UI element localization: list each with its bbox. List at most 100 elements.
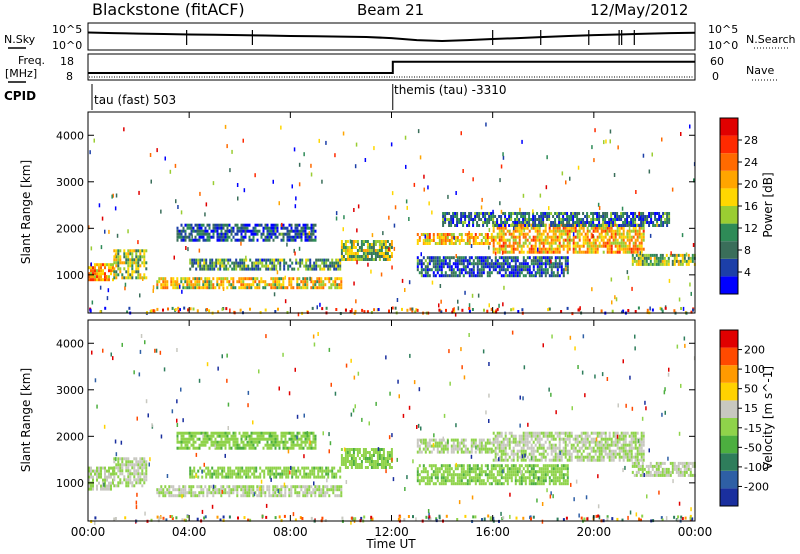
heatmap-cell <box>310 485 313 489</box>
heatmap-cell <box>201 264 204 268</box>
heatmap-cell <box>518 443 521 447</box>
heatmap-cell <box>659 259 662 263</box>
heatmap-cell <box>524 434 527 438</box>
heatmap-cell <box>217 469 220 473</box>
heatmap-cell <box>225 307 228 311</box>
heatmap-cell <box>518 434 521 438</box>
heatmap-cell <box>187 308 189 312</box>
heatmap-cell <box>602 458 605 462</box>
heatmap-cell <box>540 446 543 450</box>
heatmap-cell <box>366 457 369 460</box>
heatmap-cell <box>590 226 593 230</box>
heatmap-cell <box>188 440 191 444</box>
heatmap-cell <box>438 441 441 445</box>
heatmap-cell <box>325 258 328 262</box>
heatmap-cell <box>651 308 654 312</box>
heatmap-cell <box>498 268 501 272</box>
heatmap-cell <box>217 261 220 265</box>
heatmap-cell <box>438 274 441 278</box>
heatmap-cell <box>570 431 573 435</box>
heatmap-cell <box>452 242 455 245</box>
heatmap-cell <box>606 224 609 227</box>
heatmap-cell <box>131 472 134 476</box>
heatmap-cell <box>374 466 377 469</box>
heatmap-cell <box>262 446 265 450</box>
heatmap-cell <box>162 488 165 492</box>
heatmap-cell <box>468 239 471 242</box>
heatmap-cell <box>249 267 252 271</box>
heatmap-cell <box>352 246 355 249</box>
heatmap-cell <box>436 271 439 275</box>
heatmap-cell <box>174 280 177 284</box>
heatmap-cell <box>239 258 242 262</box>
heatmap-cell <box>540 247 543 251</box>
heatmap-cell <box>450 242 453 245</box>
heatmap-cell <box>622 431 625 435</box>
heatmap-cell <box>174 283 177 287</box>
heatmap-cell <box>648 212 651 215</box>
heatmap-cell <box>382 454 385 457</box>
heatmap-cell <box>566 306 569 310</box>
heatmap-cell <box>494 265 497 269</box>
heatmap-cell <box>458 262 461 266</box>
heatmap-cell <box>620 218 623 221</box>
heatmap-cell <box>614 437 617 441</box>
heatmap-cell <box>550 265 553 269</box>
heatmap-cell <box>229 264 232 268</box>
heatmap-cell <box>266 443 269 447</box>
heatmap-cell <box>640 250 643 254</box>
heatmap-cell <box>506 256 509 260</box>
heatmap-cell <box>605 139 607 144</box>
heatmap-cell <box>470 441 473 445</box>
heatmap-cell <box>631 256 634 260</box>
heatmap-cell <box>284 232 287 236</box>
heatmap-cell <box>219 267 222 271</box>
heatmap-cell <box>241 469 244 473</box>
heatmap-cell <box>566 218 569 221</box>
heatmap-cell <box>490 447 493 451</box>
heatmap-cell <box>133 261 136 265</box>
heatmap-cell <box>326 491 329 495</box>
heatmap-cell <box>504 212 507 215</box>
heatmap-cell <box>143 481 146 485</box>
heatmap-cell <box>524 268 527 272</box>
heatmap-cell <box>590 440 593 444</box>
heatmap-cell <box>354 448 357 451</box>
heatmap-cell <box>306 232 309 236</box>
heatmap-cell <box>275 267 278 271</box>
heatmap-cell <box>373 146 375 151</box>
heatmap-cell <box>248 235 251 239</box>
heatmap-cell <box>184 437 187 441</box>
heatmap-cell <box>368 243 371 246</box>
heatmap-cell <box>418 447 421 451</box>
heatmap-cell <box>564 452 567 456</box>
heatmap-cell <box>534 247 537 251</box>
heatmap-cell <box>94 278 96 282</box>
heatmap-cell <box>566 250 569 254</box>
heatmap-cell <box>645 259 648 263</box>
heatmap-cell <box>344 252 347 255</box>
heatmap-cell <box>192 263 195 268</box>
heatmap-cell <box>272 283 275 287</box>
heatmap-cell <box>145 276 148 280</box>
heatmap-cell <box>554 221 557 224</box>
heatmap-cell <box>274 235 277 239</box>
heatmap-cell <box>196 232 199 236</box>
heatmap-cell <box>364 158 367 162</box>
heatmap-cell <box>554 238 557 242</box>
heatmap-cell <box>550 446 553 450</box>
heatmap-cell <box>582 238 585 242</box>
heatmap-cell <box>689 282 691 287</box>
heatmap-cell <box>658 224 661 227</box>
heatmap-cell <box>600 458 603 462</box>
heatmap-cell <box>624 212 627 215</box>
heatmap-cell <box>270 232 273 236</box>
heatmap-cell <box>534 455 537 459</box>
heatmap-cell <box>241 267 244 271</box>
heatmap-cell <box>512 271 515 275</box>
heatmap-cell <box>689 259 692 263</box>
heatmap-cell <box>304 488 307 492</box>
heatmap-cell <box>516 229 519 233</box>
heatmap-cell <box>380 460 383 463</box>
heatmap-cell <box>168 488 171 492</box>
